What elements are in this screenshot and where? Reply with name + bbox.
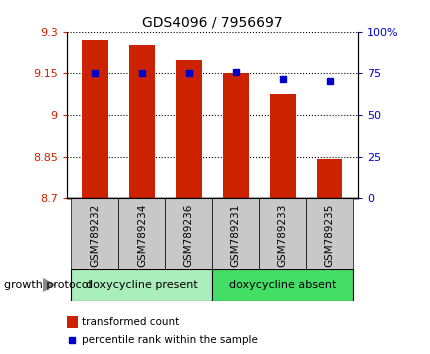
Text: transformed count: transformed count: [82, 317, 179, 327]
Bar: [222, 73, 248, 198]
Polygon shape: [43, 278, 56, 292]
Bar: [118, 198, 165, 269]
Text: GSM789236: GSM789236: [183, 204, 194, 267]
Title: GDS4096 / 7956697: GDS4096 / 7956697: [141, 15, 282, 29]
Text: percentile rank within the sample: percentile rank within the sample: [82, 335, 257, 345]
Bar: [71, 198, 118, 269]
Bar: [316, 159, 342, 198]
Text: growth protocol: growth protocol: [4, 280, 92, 290]
Text: GSM789235: GSM789235: [324, 204, 334, 267]
Text: doxycycline absent: doxycycline absent: [228, 280, 335, 290]
Bar: [305, 198, 352, 269]
Bar: [269, 94, 295, 198]
Text: GSM789232: GSM789232: [90, 204, 100, 267]
Bar: [212, 198, 258, 269]
Bar: [165, 198, 212, 269]
Text: doxycycline present: doxycycline present: [86, 280, 197, 290]
Bar: [258, 198, 305, 269]
Text: GSM789234: GSM789234: [137, 204, 147, 267]
Bar: [71, 269, 212, 301]
Text: GSM789233: GSM789233: [277, 204, 287, 267]
Text: GSM789231: GSM789231: [230, 204, 240, 267]
Bar: [129, 45, 154, 198]
Bar: [212, 269, 352, 301]
Bar: [82, 40, 108, 198]
Bar: [175, 59, 201, 198]
